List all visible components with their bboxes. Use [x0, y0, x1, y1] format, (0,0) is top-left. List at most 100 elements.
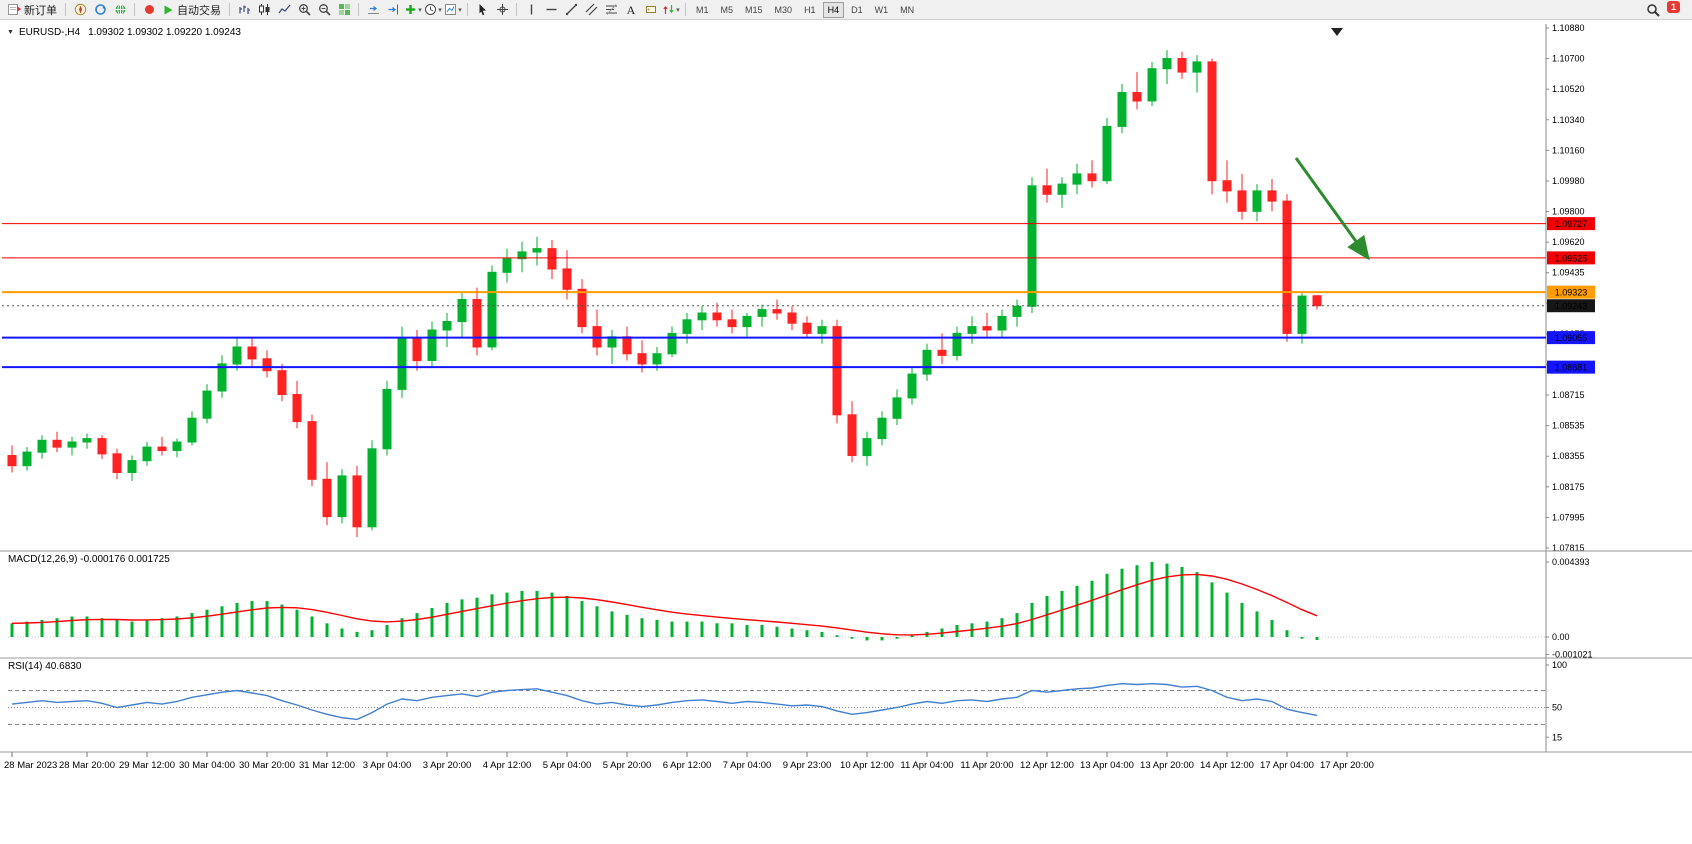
chevron-down-icon: ▾	[676, 6, 680, 14]
svg-text:17 Apr 04:00: 17 Apr 04:00	[1260, 760, 1314, 771]
zoom-in-icon[interactable]	[295, 1, 313, 19]
timeframe-m1[interactable]: M1	[696, 4, 709, 15]
svg-text:7 Apr 04:00: 7 Apr 04:00	[723, 760, 772, 771]
chart-shift-icon[interactable]	[384, 1, 402, 19]
timeframe-d1[interactable]: D1	[851, 4, 863, 15]
autotrade-button[interactable]: 自动交易	[160, 1, 224, 19]
horizontal-line-object[interactable]: 1.09525	[2, 251, 1595, 265]
tile-windows-icon[interactable]	[335, 1, 353, 19]
svg-text:14 Apr 12:00: 14 Apr 12:00	[1200, 760, 1254, 771]
current-price-line: 1.09243	[2, 299, 1595, 313]
svg-text:-0.001021: -0.001021	[1552, 649, 1593, 659]
svg-text:1.08881: 1.08881	[1555, 363, 1588, 373]
line-chart-icon[interactable]	[275, 1, 293, 19]
svg-text:1.10880: 1.10880	[1552, 23, 1585, 33]
cursor-icon[interactable]	[473, 1, 491, 19]
macd-panel: 0.004393 0.00 -0.001021	[8, 557, 1593, 659]
svg-text:0.00: 0.00	[1552, 632, 1570, 642]
svg-text:3 Apr 20:00: 3 Apr 20:00	[423, 760, 472, 771]
svg-text:10 Apr 12:00: 10 Apr 12:00	[840, 760, 894, 771]
horizontal-line-tool-icon[interactable]	[542, 1, 560, 19]
autoscroll-icon[interactable]	[364, 1, 382, 19]
chart-background	[0, 20, 1692, 844]
svg-text:1.08535: 1.08535	[1552, 421, 1585, 431]
arrows-tool-icon[interactable]: ▾	[662, 1, 680, 19]
svg-text:29 Mar 12:00: 29 Mar 12:00	[119, 760, 175, 771]
svg-text:1.10700: 1.10700	[1552, 54, 1585, 64]
toolbar: 新订单 自动交易 ▾ ▾ ▾ A ▾ M1 M5 M15 M30 H1 H4 D…	[0, 0, 1692, 20]
zoom-out-icon[interactable]	[315, 1, 333, 19]
svg-text:1.09800: 1.09800	[1552, 207, 1585, 217]
autotrade-play-icon	[164, 5, 173, 14]
label-tool-icon[interactable]	[642, 1, 660, 19]
chart-canvas[interactable]: 1.10880 1.10700 1.10520 1.10340 1.10160 1.099…	[0, 20, 1692, 844]
svg-text:11 Apr 20:00: 11 Apr 20:00	[960, 760, 1013, 771]
svg-text:5 Apr 04:00: 5 Apr 04:00	[543, 760, 592, 771]
chart-window: 1.10880 1.10700 1.10520 1.10340 1.10160 1.099…	[0, 20, 1692, 844]
svg-text:1.09980: 1.09980	[1552, 176, 1585, 186]
algo-icon[interactable]	[140, 1, 158, 19]
svg-text:4 Apr 12:00: 4 Apr 12:00	[483, 760, 532, 771]
svg-text:30 Mar 20:00: 30 Mar 20:00	[239, 760, 295, 771]
crosshair-icon[interactable]	[493, 1, 511, 19]
svg-text:50: 50	[1552, 703, 1562, 713]
timeframe-m30[interactable]: M30	[774, 4, 793, 15]
timeframe-h1[interactable]: H1	[804, 4, 816, 15]
svg-text:1.10340: 1.10340	[1552, 115, 1585, 125]
trend-arrow-object[interactable]	[1294, 157, 1370, 261]
svg-text:13 Apr 20:00: 13 Apr 20:00	[1140, 760, 1194, 771]
horizontal-line-object[interactable]: 1.09055	[2, 331, 1595, 345]
trendline-tool-icon[interactable]	[562, 1, 580, 19]
svg-text:1.09727: 1.09727	[1555, 219, 1588, 229]
fibonacci-tool-icon[interactable]	[602, 1, 620, 19]
time-axis[interactable]: 28 Mar 2023 28 Mar 20:00 29 Mar 12:00 30 Ma…	[4, 752, 1374, 771]
svg-text:1.08715: 1.08715	[1552, 390, 1585, 400]
period-clock-icon[interactable]: ▾	[424, 1, 442, 19]
refresh-icon[interactable]	[91, 1, 109, 19]
channel-tool-icon[interactable]	[582, 1, 600, 19]
horizontal-line-object[interactable]: 1.08881	[2, 360, 1595, 374]
svg-text:1.08175: 1.08175	[1552, 482, 1585, 492]
svg-text:5 Apr 20:00: 5 Apr 20:00	[603, 760, 652, 771]
new-order-label: 新订单	[24, 4, 57, 17]
autotrade-label: 自动交易	[177, 4, 221, 17]
compass-icon[interactable]	[71, 1, 89, 19]
rsi-panel: 100 50 15	[8, 660, 1567, 742]
text-tool-icon[interactable]: A	[622, 1, 640, 19]
svg-text:13 Apr 04:00: 13 Apr 04:00	[1080, 760, 1134, 771]
horizontal-line-object[interactable]: 1.09727	[2, 217, 1595, 231]
svg-text:1.08355: 1.08355	[1552, 451, 1585, 461]
notification-badge[interactable]: 1	[1666, 0, 1680, 13]
timeframe-w1[interactable]: W1	[874, 4, 889, 15]
svg-text:1.09055: 1.09055	[1555, 333, 1588, 343]
svg-text:31 Mar 12:00: 31 Mar 12:00	[299, 760, 355, 771]
svg-text:11 Apr 04:00: 11 Apr 04:00	[900, 760, 953, 771]
new-order-button[interactable]: 新订单	[5, 1, 60, 19]
toolbar-separator	[358, 3, 359, 16]
candle-chart-icon[interactable]	[255, 1, 273, 19]
globe-icon[interactable]	[111, 1, 129, 19]
svg-text:30 Mar 04:00: 30 Mar 04:00	[179, 760, 235, 771]
text-tool-glyph: A	[626, 2, 636, 17]
indicators-add-icon[interactable]: ▾	[404, 1, 422, 19]
search-icon[interactable]	[1644, 1, 1662, 19]
svg-text:17 Apr 20:00: 17 Apr 20:00	[1320, 760, 1374, 771]
chart-shift-marker-icon[interactable]	[1331, 28, 1343, 36]
svg-text:28 Mar 2023: 28 Mar 2023	[4, 760, 57, 771]
svg-text:1.07995: 1.07995	[1552, 512, 1585, 522]
timeframe-m15[interactable]: M15	[745, 4, 763, 15]
horizontal-line-object[interactable]: 1.09323	[2, 285, 1595, 299]
toolbar-separator	[685, 3, 686, 16]
candles	[7, 50, 1322, 537]
vertical-line-tool-icon[interactable]	[522, 1, 540, 19]
svg-text:1.07815: 1.07815	[1552, 543, 1585, 553]
bar-chart-icon[interactable]	[235, 1, 253, 19]
template-icon[interactable]: ▾	[444, 1, 462, 19]
chevron-down-icon: ▾	[458, 6, 462, 14]
svg-text:1.10160: 1.10160	[1552, 145, 1585, 155]
timeframe-h4[interactable]: H4	[822, 1, 845, 18]
svg-text:9 Apr 23:00: 9 Apr 23:00	[783, 760, 832, 771]
timeframe-mn[interactable]: MN	[900, 4, 915, 15]
timeframe-m5[interactable]: M5	[720, 4, 734, 15]
chevron-down-icon: ▾	[418, 6, 422, 14]
